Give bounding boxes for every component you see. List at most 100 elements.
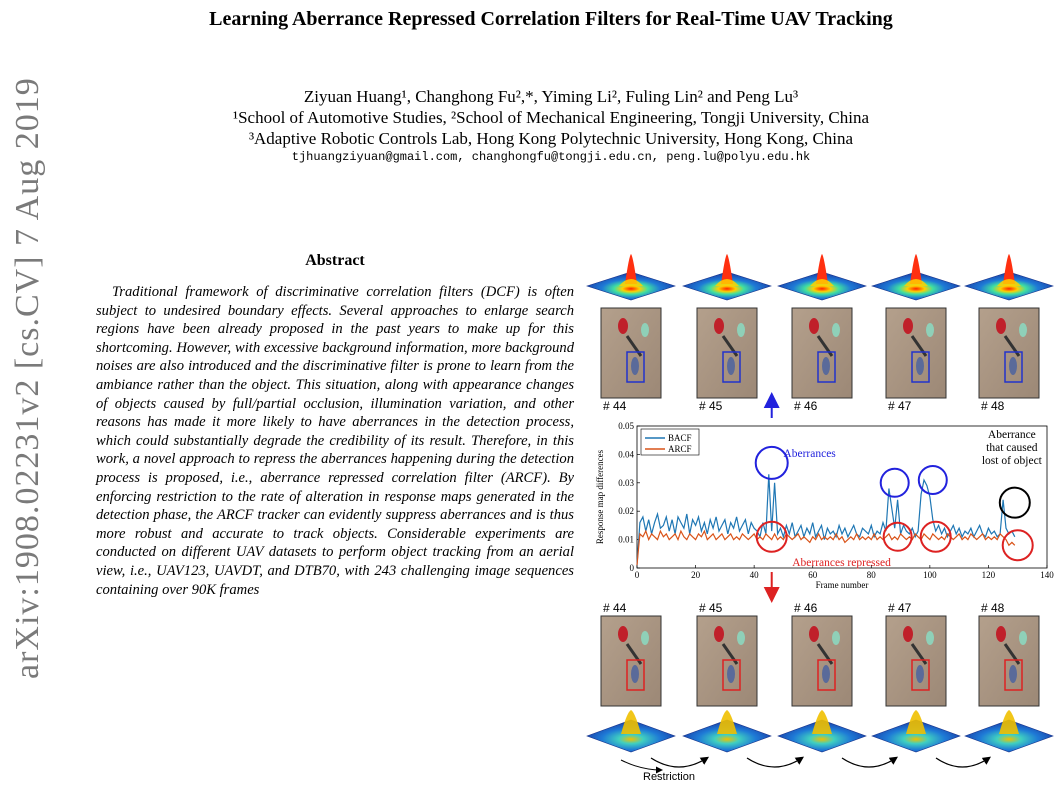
person-target <box>727 357 735 375</box>
map-peak <box>625 254 637 284</box>
person-green <box>737 631 745 645</box>
response-map-2 <box>682 254 772 301</box>
x-tick-label: 60 <box>808 570 818 580</box>
y-tick-label: 0.03 <box>618 478 634 488</box>
person-target <box>631 357 639 375</box>
series-line-arcf <box>636 529 1016 566</box>
bounding-box <box>722 351 741 383</box>
person-target <box>631 665 639 683</box>
frame-label: # 45 <box>699 399 723 413</box>
top-frame-1: # 44 <box>600 307 662 413</box>
map-peak <box>906 710 926 734</box>
frame-image <box>791 615 853 707</box>
bottom-frame-4: # 47 <box>885 601 947 707</box>
frame-label: # 46 <box>794 399 818 413</box>
x-axis-label: Frame number <box>816 580 869 590</box>
map-surface <box>586 719 676 753</box>
top-frame-3: # 46 <box>791 307 853 413</box>
person-target <box>916 665 924 683</box>
figure-1: # 44 # 45 # 46 # 47 # 48 0 20 40 60 80 100 120 1400… <box>586 254 1054 783</box>
y-tick-label: 0 <box>630 563 635 573</box>
y-axis-label: Response map differences <box>595 449 605 544</box>
series-line-bacf <box>636 474 1016 566</box>
paper-title: Learning Aberrance Repressed Correlation… <box>209 8 893 30</box>
bounding-box <box>911 351 930 383</box>
legend-label: BACF <box>668 433 692 443</box>
map-peak <box>816 254 828 284</box>
person-red <box>809 318 819 334</box>
person-target <box>1009 665 1017 683</box>
top-frame-2: # 45 <box>696 307 758 413</box>
restriction-arrow <box>841 756 898 768</box>
response-difference-chart: 0 20 40 60 80 100 120 140 0 0.01 0.02 0.03 0.04 0.05 F… <box>595 392 1054 603</box>
restriction-arrow <box>746 756 805 768</box>
bottom-frame-2: # 45 <box>696 601 758 707</box>
frame-label: # 45 <box>699 601 723 615</box>
frame-image <box>885 615 947 707</box>
repressed-circle <box>882 521 913 552</box>
abstract-heading: Abstract <box>305 252 365 269</box>
frame-image <box>696 307 758 399</box>
map-peak <box>1003 254 1015 284</box>
affiliation-line-2: ³Adaptive Robotic Controls Lab, Hong Kon… <box>248 129 854 148</box>
frame-label: # 44 <box>603 399 627 413</box>
map-surface <box>964 719 1054 753</box>
map-peak <box>717 710 737 734</box>
abstract-text: Traditional framework of discriminative … <box>96 284 574 598</box>
person-red <box>618 626 628 642</box>
label-aberrances-repressed: Aberrances repressed <box>792 557 891 569</box>
bottom-response-maps: Restriction <box>586 710 1054 783</box>
restriction-arrow <box>935 756 991 768</box>
response-map-bottom-4 <box>871 710 961 753</box>
affiliation-line-1: ¹School of Automotive Studies, ²School o… <box>232 108 870 127</box>
aberrance-circle <box>917 464 948 495</box>
person-red <box>996 318 1006 334</box>
person-red <box>809 626 819 642</box>
map-peak <box>721 254 733 284</box>
person-green <box>832 323 840 337</box>
repressed-circle <box>755 520 788 553</box>
map-surface <box>777 719 867 753</box>
bounding-box <box>626 659 645 691</box>
person-green <box>737 323 745 337</box>
arxiv-stamp: arXiv:1908.02231v2 [cs.CV] 7 Aug 2019 <box>9 77 46 679</box>
person-red <box>903 626 913 642</box>
top-frame-5: # 48 <box>978 307 1040 413</box>
bounding-box <box>1004 351 1023 383</box>
legend-box <box>640 428 700 456</box>
top-response-maps <box>586 254 1054 301</box>
person-green <box>832 631 840 645</box>
restriction-arrow <box>650 756 710 768</box>
x-tick-label: 140 <box>1040 570 1054 580</box>
bounding-box <box>626 351 645 383</box>
repressed-circle <box>919 520 952 553</box>
y-tick-label: 0.05 <box>618 421 634 431</box>
response-map-bottom-5 <box>964 710 1054 753</box>
map-ridge <box>997 279 1021 286</box>
person-target <box>727 665 735 683</box>
map-peak <box>812 710 832 734</box>
repressed-circle <box>1001 529 1034 562</box>
lost-object-circle <box>998 486 1031 519</box>
map-peak <box>910 254 922 284</box>
person-green <box>1019 631 1027 645</box>
x-tick-label: 80 <box>867 570 877 580</box>
frame-label: # 47 <box>888 601 912 615</box>
bounding-box <box>1004 659 1023 691</box>
label-aberrances: Aberrances <box>783 448 836 460</box>
emails: tjhuangziyuan@gmail.com, changhongfu@ton… <box>291 150 811 164</box>
person-red <box>714 318 724 334</box>
bounding-box <box>911 659 930 691</box>
restriction-pointer <box>620 759 663 774</box>
x-tick-label: 100 <box>923 570 937 580</box>
map-peak <box>621 710 641 734</box>
legend-label: ARCF <box>668 444 692 454</box>
authors-line: Ziyuan Huang¹, Changhong Fu²,*, Yiming L… <box>303 87 799 106</box>
map-ridge <box>619 279 643 286</box>
response-map-4 <box>871 254 961 301</box>
person-green <box>641 323 649 337</box>
response-map-bottom-3 <box>777 710 867 753</box>
frame-image <box>978 307 1040 399</box>
response-map-3 <box>777 254 867 301</box>
